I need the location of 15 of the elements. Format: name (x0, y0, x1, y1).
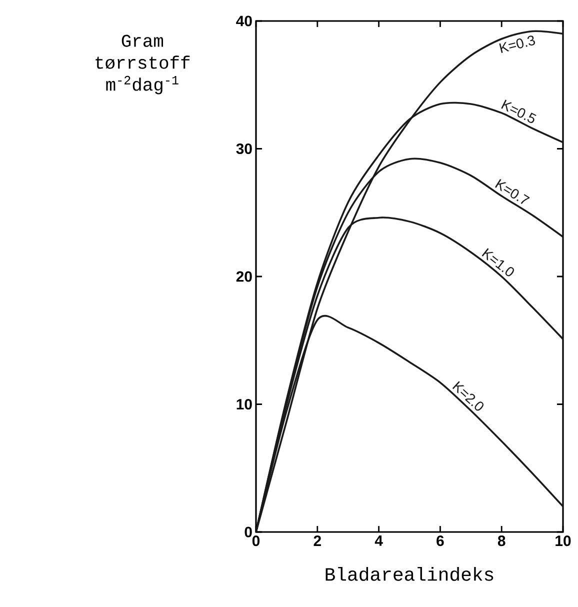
x-tick-label: 0 (252, 536, 260, 546)
x-tick-label: 2 (314, 536, 321, 546)
y-tick-label: 0 (244, 526, 252, 538)
x-tick-label: 6 (436, 536, 444, 546)
y-axis-title: Gram tørrstoff m$^{-2}$dag$^{-1}$ (96, 34, 190, 94)
text: K=0.3 (499, 36, 536, 53)
x-tick-label: 10 (556, 536, 571, 546)
y-tick-label: 30 (236, 143, 252, 154)
y-tick-label: 10 (236, 398, 252, 410)
x-tick-label: 8 (498, 536, 506, 546)
y-tick-label: 20 (236, 271, 252, 282)
x-tick-label: 4 (374, 536, 383, 546)
x-axis-title: Bladarealindeks (326, 566, 494, 581)
y-tick-label: 40 (236, 16, 252, 26)
text: K=0.5 (501, 100, 536, 123)
